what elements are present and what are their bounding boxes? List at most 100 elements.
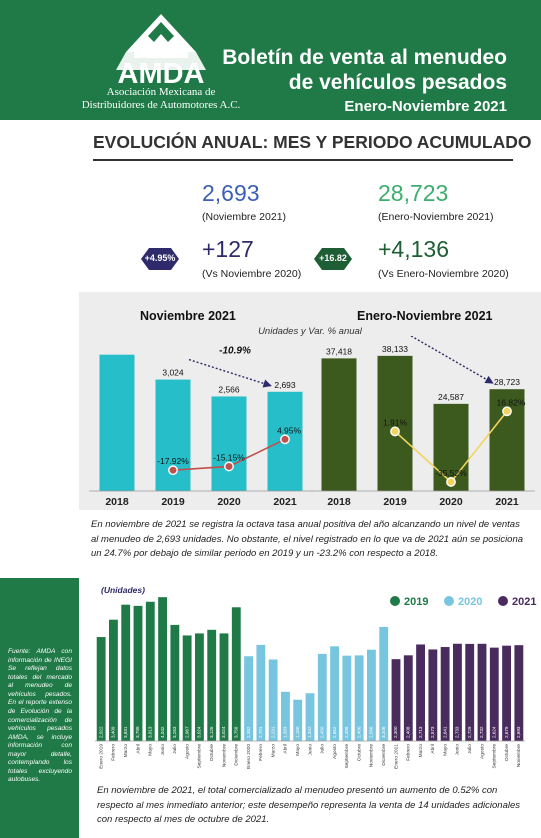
monthly-bar <box>268 659 278 741</box>
monthly-summary-paragraph: En noviembre de 2021, el total comercial… <box>97 785 521 826</box>
annual-variation-label: -35.52% <box>435 468 467 478</box>
monthly-bar <box>342 655 352 741</box>
monthly-bar <box>96 637 106 741</box>
annual-bar <box>321 358 357 491</box>
annual-variation-label: 4.95% <box>277 425 302 435</box>
monthly-category-label: Enero 2020 <box>246 744 252 769</box>
chart-nov-title: Noviembre 2021 <box>140 309 236 323</box>
monthly-bar-value-label: 2,733 <box>455 726 460 738</box>
annual-bar <box>211 396 247 491</box>
monthly-bar-value-label: 2,408 <box>406 726 411 738</box>
monthly-bar <box>293 699 303 741</box>
monthly-category-label: Junio <box>160 744 166 756</box>
legend-swatch <box>390 596 400 606</box>
org-name-line1: Asociación Mexicana de <box>106 86 216 98</box>
kpi-month-diff-label: (Vs Noviembre 2020) <box>202 268 302 280</box>
monthly-category-label: Febrero <box>258 744 264 761</box>
org-name-line2: Distribuidores de Automotores A.C. <box>81 99 241 111</box>
bulletin-period: Enero-Noviembre 2021 <box>344 98 507 115</box>
monthly-bar-value-label: 2,713 <box>418 726 423 738</box>
monthly-category-label: Noviembre <box>516 744 522 768</box>
monthly-bar-value-label: 2,693 <box>516 726 521 738</box>
monthly-bar-value-label: 3,263 <box>172 726 177 738</box>
monthly-category-label: Octubre <box>356 744 362 761</box>
monthly-bar <box>416 644 425 741</box>
annual-category-label: 2019 <box>161 496 185 508</box>
monthly-bar <box>391 659 401 741</box>
monthly-category-label: Junio <box>307 744 313 756</box>
kpi-month-value: 2,693 <box>202 180 260 206</box>
monthly-bar <box>195 633 204 741</box>
annual-category-label: 2021 <box>495 496 519 508</box>
bulletin-title-line1: Boletín de venta al menudeo <box>222 46 507 69</box>
monthly-bar <box>182 635 192 741</box>
monthly-bar-value-label: 3,831 <box>123 726 128 738</box>
annual-variation-label: 16.82% <box>497 397 526 407</box>
section-rule <box>93 159 513 161</box>
annual-variation-point <box>168 465 178 476</box>
monthly-category-label: Noviembre <box>221 744 227 768</box>
monthly-bar <box>305 693 315 741</box>
monthly-bar-value-label: 1,383 <box>283 726 288 738</box>
monthly-bar-value-label: 1,160 <box>295 726 300 738</box>
annual-variation-point <box>446 477 456 487</box>
source-sidebar <box>0 578 79 838</box>
monthly-bar-value-label: 2,291 <box>270 726 275 738</box>
units-label: Unidades y Var. % anual <box>258 326 362 337</box>
monthly-bar <box>403 655 413 741</box>
monthly-bar <box>379 626 389 741</box>
annual-change-arrow <box>410 336 494 384</box>
monthly-bar <box>440 647 450 741</box>
monthly-bar <box>317 653 327 741</box>
monthly-bar-value-label: 3,798 <box>135 726 140 738</box>
monthly-category-label: Julio <box>172 744 178 754</box>
monthly-category-label: Abril <box>135 744 141 754</box>
kpi-month-badge: +4.95% <box>141 248 179 270</box>
monthly-chart-ylabel: (Unidades) <box>101 585 145 595</box>
amda-logo <box>116 14 206 70</box>
monthly-category-label: Agosto <box>184 744 190 759</box>
annual-bar <box>377 355 413 491</box>
monthly-bar-value-label: 2,729 <box>467 726 472 738</box>
monthly-bar <box>453 643 462 741</box>
kpi-ytd-value: 28,723 <box>378 180 449 206</box>
monthly-category-label: Julio <box>467 744 473 754</box>
annual-bar <box>489 389 525 491</box>
monthly-bar <box>428 649 438 741</box>
monthly-category-label: Mayo <box>442 744 448 756</box>
monthly-bar-value-label: 3,024 <box>221 726 226 738</box>
legend-label: 2021 <box>512 596 536 608</box>
monthly-bar-value-label: 2,967 <box>184 726 189 738</box>
monthly-bar <box>465 643 475 741</box>
monthly-bar-value-label: 2,732 <box>479 726 484 738</box>
annual-bar <box>99 354 135 491</box>
monthly-category-label: Marzo <box>418 744 424 758</box>
annual-bar-value-label: 2,566 <box>218 384 240 394</box>
kpi-month-label: (Noviembre 2021) <box>202 211 287 223</box>
monthly-bar-value-label: 2,624 <box>492 726 497 738</box>
annual-variation-label: -17.92% <box>157 456 189 466</box>
kpi-ytd-badge: +16.82 <box>314 248 352 270</box>
monthly-bar <box>256 644 266 741</box>
annual-change-arrow <box>188 358 272 388</box>
kpi-month-diff: +127 <box>202 236 254 262</box>
monthly-bar-value-label: 3,758 <box>234 726 239 738</box>
monthly-bar-value-label: 2,662 <box>332 726 337 738</box>
annual-bar-value-label: 28,723 <box>494 377 520 387</box>
monthly-category-label: Marzo <box>123 744 129 758</box>
annual-category-label: 2018 <box>105 496 129 508</box>
monthly-bar <box>330 646 339 741</box>
monthly-category-label: Octubre <box>209 744 215 761</box>
monthly-bar-value-label: 4,042 <box>160 726 165 738</box>
amda-wordmark: AMDA <box>118 58 205 88</box>
section-title: EVOLUCIÓN ANUAL: MES Y PERIODO ACUMULADO <box>93 132 532 152</box>
monthly-bar <box>514 645 524 741</box>
monthly-bar-value-label: 2,679 <box>504 726 509 738</box>
monthly-bar-value-label: 2,300 <box>393 726 398 738</box>
monthly-bar <box>121 604 131 741</box>
annual-variation-label: 1.91% <box>383 417 408 427</box>
monthly-category-label: Diciembre <box>234 744 240 766</box>
legend-swatch <box>498 596 508 606</box>
monthly-bar-value-label: 2,450 <box>320 726 325 738</box>
annual-variation-point <box>280 434 290 445</box>
